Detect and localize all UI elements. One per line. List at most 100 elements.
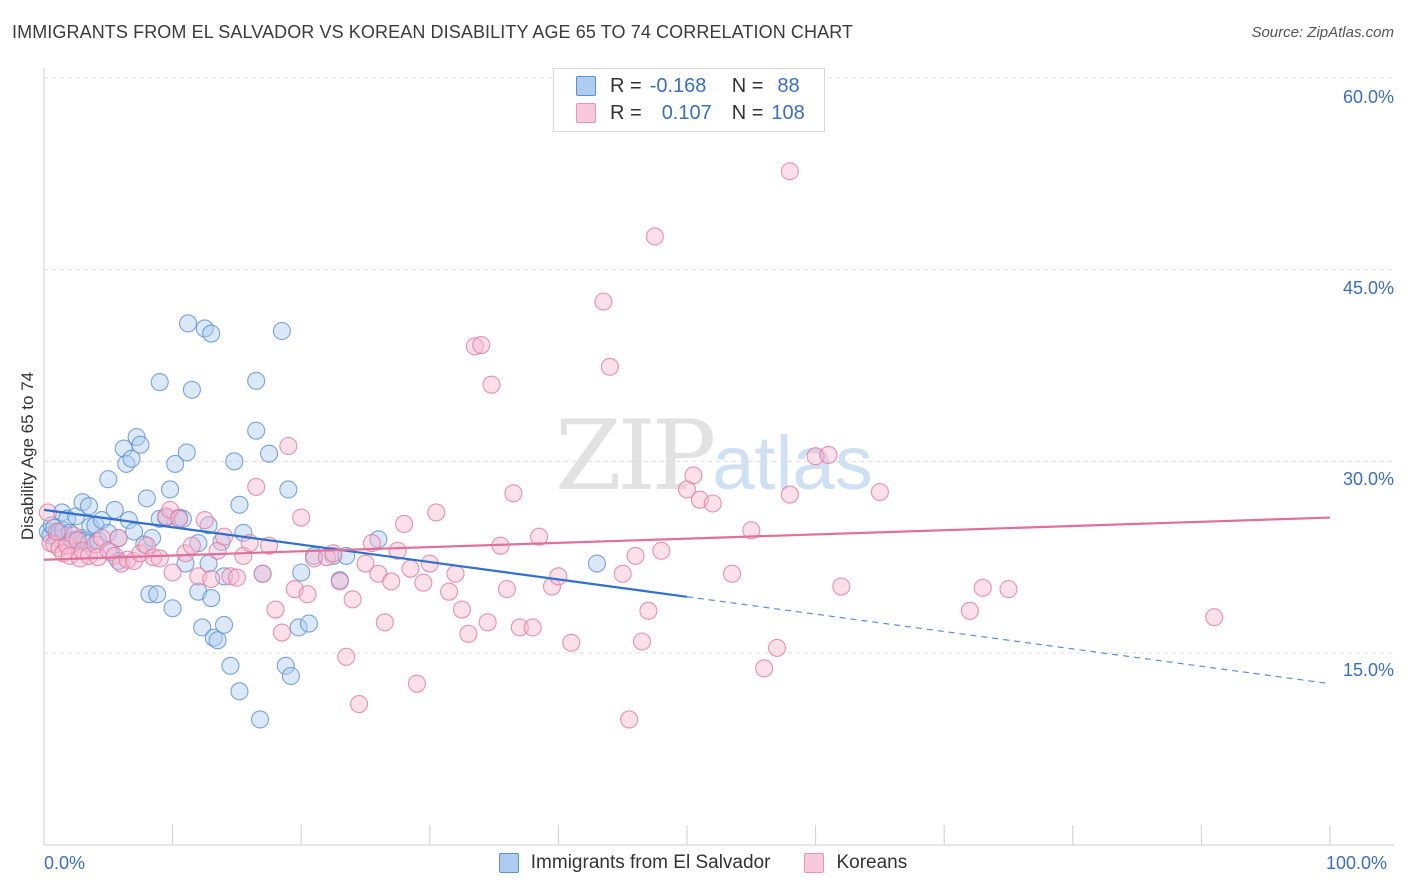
data-point — [272, 623, 291, 642]
data-point — [253, 564, 272, 583]
source-label: Source: ZipAtlas.com — [1251, 24, 1394, 41]
data-point — [117, 454, 136, 473]
data-point — [178, 314, 198, 333]
data-point — [140, 585, 159, 604]
data-point — [137, 489, 156, 508]
legend-swatch-blue — [576, 76, 596, 96]
legend-swatch-blue — [498, 853, 519, 873]
axes — [43, 68, 1394, 846]
data-point — [227, 568, 246, 587]
data-point — [225, 452, 244, 471]
data-point — [819, 445, 838, 464]
data-point — [478, 613, 497, 632]
data-point — [298, 585, 317, 604]
data-point — [510, 618, 529, 637]
y-axis-label: Disability Age 65 to 74 — [18, 371, 37, 541]
data-point — [960, 601, 979, 620]
data-point — [247, 477, 266, 496]
y-tick-45: 45.0% — [1342, 278, 1394, 298]
data-point — [356, 554, 375, 573]
gridlines — [44, 77, 1394, 654]
legend-item-el-salvador: Immigrants from El Salvador — [498, 852, 771, 874]
x-tick-max: 100.0% — [1326, 853, 1388, 873]
data-point — [870, 482, 889, 502]
legend-r-label: R = — [610, 74, 642, 97]
data-point — [767, 638, 787, 657]
data-point — [407, 674, 426, 693]
legend-r-label: R = — [610, 101, 642, 124]
data-point — [202, 324, 221, 343]
data-point — [150, 373, 169, 392]
data-point — [247, 371, 266, 390]
data-point — [208, 631, 227, 650]
data-point — [999, 580, 1018, 599]
y-tick-30: 30.0% — [1342, 469, 1394, 489]
data-point — [350, 695, 369, 714]
data-point — [202, 569, 221, 588]
legend-n-label: N = — [731, 74, 764, 97]
data-point — [79, 546, 99, 565]
legend-row-el-salvador: R = -0.168 N = 88 — [576, 73, 800, 99]
data-point — [122, 449, 141, 468]
series-el-salvador — [38, 314, 607, 729]
legend-label-el-salvador: Immigrants from El Salvador — [530, 852, 771, 873]
data-point — [587, 554, 607, 573]
data-point — [299, 614, 318, 633]
data-point — [549, 567, 568, 586]
data-point — [131, 435, 150, 454]
data-point — [137, 536, 156, 555]
data-point — [176, 544, 195, 563]
legend-r-value: -0.168 — [649, 74, 707, 97]
data-point — [337, 647, 356, 666]
chart-title: IMMIGRANTS FROM EL SALVADOR VS KOREAN DI… — [12, 22, 854, 42]
data-point — [780, 485, 799, 504]
data-point — [620, 710, 639, 729]
watermark: ZIPatlas — [555, 400, 873, 512]
data-point — [504, 484, 523, 503]
data-point — [401, 559, 420, 578]
data-point — [632, 632, 652, 651]
data-point — [440, 582, 459, 601]
data-point — [230, 495, 249, 514]
data-point — [639, 601, 658, 620]
correlation-legend: R = -0.168 N = 88 R = 0.107 N = 108 — [553, 68, 825, 132]
data-point — [150, 549, 169, 568]
data-point — [452, 600, 472, 619]
data-point — [38, 503, 57, 522]
data-point — [652, 541, 671, 560]
data-point — [193, 618, 212, 637]
data-point — [148, 585, 167, 604]
data-point — [530, 527, 549, 546]
data-point — [292, 508, 311, 527]
data-point — [182, 536, 201, 555]
data-point — [414, 573, 433, 592]
data-point — [645, 227, 664, 246]
data-point — [375, 613, 394, 632]
data-point — [395, 514, 414, 533]
data-point — [279, 480, 298, 499]
data-point — [114, 439, 133, 458]
data-point — [160, 480, 180, 499]
data-point — [562, 633, 581, 652]
data-point — [343, 590, 362, 609]
legend-n-value: 108 — [771, 101, 805, 124]
data-point — [272, 321, 291, 341]
legend-item-koreans: Koreans — [804, 852, 907, 874]
data-point — [177, 443, 196, 462]
data-point — [202, 589, 221, 608]
data-point — [292, 563, 311, 582]
data-point — [613, 564, 632, 583]
data-point — [79, 497, 99, 516]
legend-n-value: 88 — [777, 74, 800, 97]
data-point — [182, 380, 201, 399]
data-point — [247, 421, 266, 440]
data-point — [427, 503, 446, 522]
data-point — [594, 292, 613, 311]
data-point — [276, 656, 295, 675]
trend-line-koreans — [43, 516, 1331, 561]
data-point — [446, 564, 465, 583]
data-point — [99, 470, 118, 489]
data-point — [465, 337, 484, 356]
trend-line-el-salvador — [43, 508, 688, 598]
